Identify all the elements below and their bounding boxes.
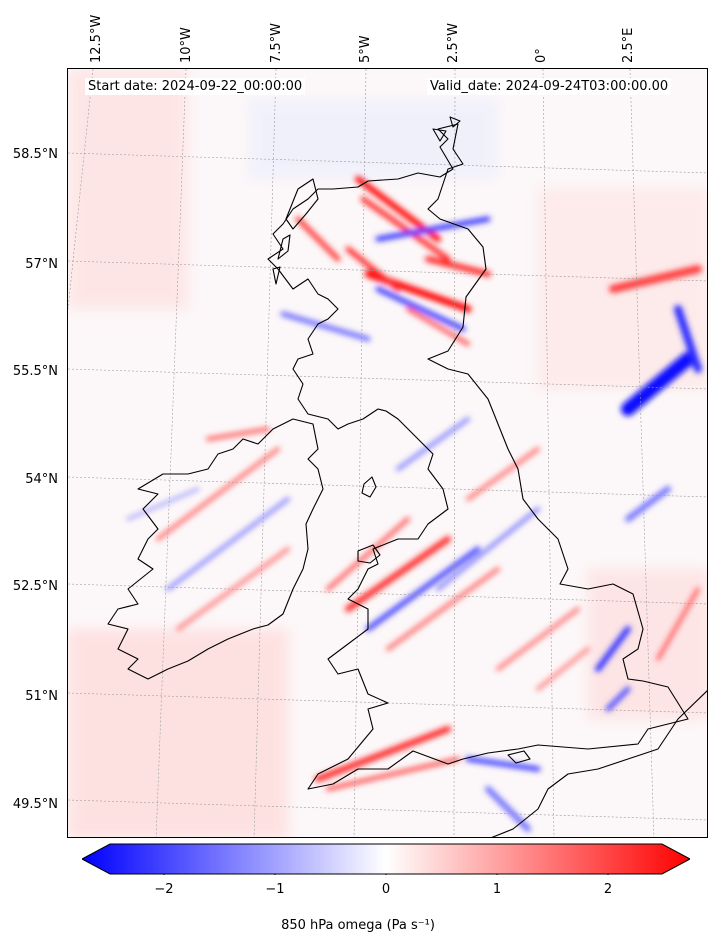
lon-label-10w: 10°W [179,27,194,63]
omega-streaks [126,176,702,832]
lat-label-49-5n: 49.5°N [12,797,58,812]
great-britain-coastline [267,123,689,790]
lon-label-7-5w: 7.5°W [269,22,284,63]
orkney-coastline [432,116,461,142]
valid-date-label: Valid_date: 2024-09-24T03:00:00.00 [427,78,672,95]
colorbar-tick-2: 2 [603,882,613,897]
map-panel [67,68,708,838]
lat-label-57n: 57°N [25,257,58,272]
hebrides-coastline [272,178,319,285]
lat-label-52-5n: 52.5°N [12,579,58,594]
lat-label-55-5n: 55.5°N [12,364,58,379]
lat-label-54n: 54°N [25,472,58,487]
background-field [68,69,707,837]
colorbar-label: 850 hPa omega (Pa s⁻¹) [281,918,435,933]
colorbar-tick-minus-2: −2 [154,882,174,897]
colorbar-tick-minus-1: −1 [265,882,285,897]
colorbar-tick-1: 1 [492,882,502,897]
start-date-label: Start date: 2024-09-22_00:00:00 [85,78,306,95]
lon-label-5w: 5°W [358,35,373,63]
omega-field-map [68,69,707,837]
anglesey-coastline [357,544,381,564]
lat-label-58-5n: 58.5°N [12,147,58,162]
lon-label-0: 0° [534,48,549,63]
colorbar [82,843,690,875]
colorbar-tick-0: 0 [381,882,391,897]
isle-of-man-coastline [361,476,377,498]
lon-label-12-5w: 12.5°W [89,14,104,63]
lon-label-2-5e: 2.5°E [621,27,636,63]
france-coastline [491,690,707,837]
lon-label-2-5w: 2.5°W [446,22,461,63]
ireland-coastline [107,418,324,680]
isle-of-wight-coastline [507,750,531,764]
coastlines [107,116,707,837]
lat-label-51n: 51°N [25,689,58,704]
